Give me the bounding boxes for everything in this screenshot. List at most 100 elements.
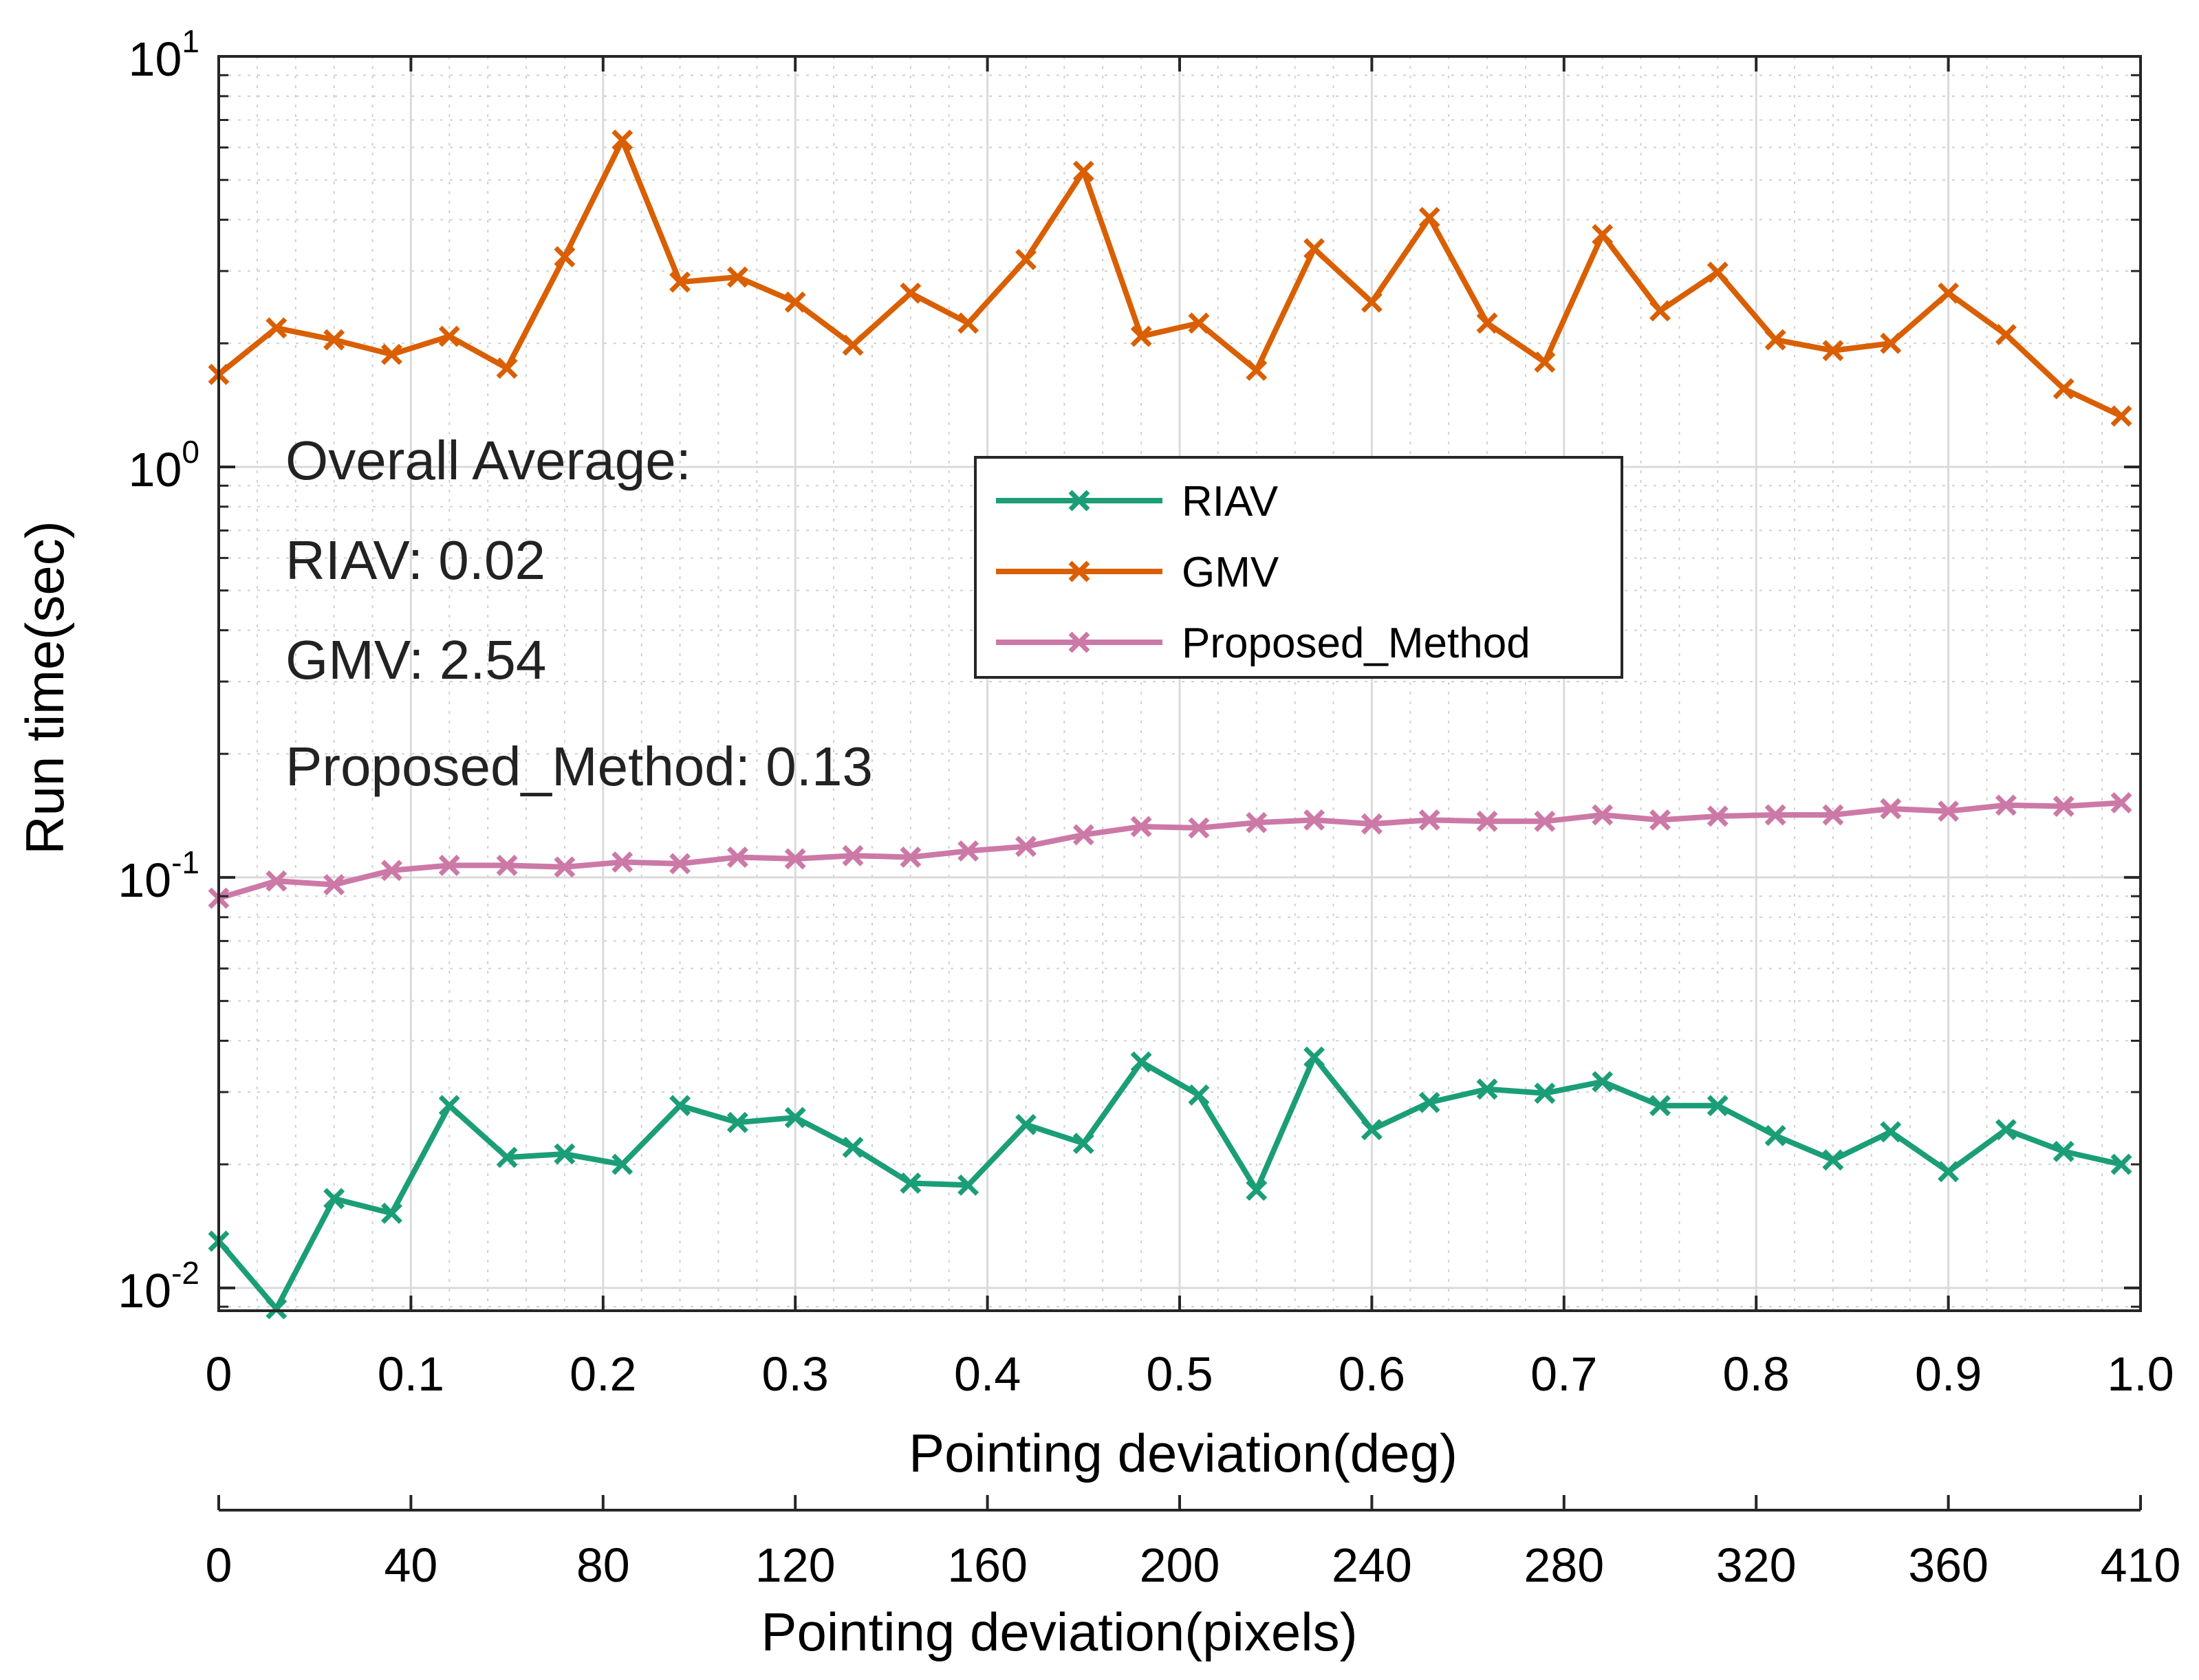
data-point <box>726 266 748 288</box>
data-point <box>1072 1133 1094 1155</box>
data-point <box>1476 1078 1498 1100</box>
y-tick-base: 10 <box>129 443 182 497</box>
x-tick-label: 0.9 <box>1915 1347 1982 1401</box>
data-point <box>1418 809 1440 831</box>
data-point <box>784 291 806 313</box>
series-line <box>216 1054 2122 1312</box>
data-point <box>438 854 460 876</box>
legend-entries: RIAV GMV Proposed_Method <box>996 478 1530 667</box>
data-point <box>1938 800 1960 822</box>
data-point <box>1649 300 1671 322</box>
data-point <box>1246 1179 1268 1201</box>
x-tick-label: 0.3 <box>762 1347 829 1401</box>
data-point <box>1418 1091 1440 1113</box>
data-point <box>842 844 864 866</box>
data-point <box>1822 804 1844 826</box>
x-tick-label: 0.4 <box>954 1347 1021 1401</box>
data-point <box>1995 324 2017 346</box>
data-point <box>900 847 922 868</box>
data-point <box>438 1095 460 1117</box>
legend-marker <box>1068 631 1090 653</box>
data-point <box>496 1146 518 1168</box>
data-point <box>957 312 979 334</box>
data-point <box>784 848 806 870</box>
data-point <box>1188 817 1210 839</box>
data-point <box>380 1202 402 1224</box>
data-point <box>323 874 345 895</box>
data-point <box>1592 804 1614 826</box>
y-tick-label: 10-2 <box>118 1255 199 1318</box>
data-point <box>2052 378 2075 400</box>
y-tick-label: 101 <box>129 23 199 86</box>
data-point <box>842 334 864 356</box>
x-tick-label: 0.1 <box>378 1347 444 1401</box>
x-tick-label: 0.8 <box>1723 1347 1790 1401</box>
data-point <box>784 1106 806 1128</box>
legend-label: GMV <box>1182 549 1279 596</box>
data-point <box>1418 206 1440 228</box>
data-point <box>1303 1046 1325 1068</box>
data-point <box>1822 1149 1844 1171</box>
data-point <box>1072 824 1094 846</box>
data-point <box>266 870 288 892</box>
data-point <box>1015 1113 1037 1135</box>
data-point <box>496 357 518 379</box>
data-point <box>1995 794 2017 816</box>
x2-tick-label: 0 <box>206 1538 232 1592</box>
data-point <box>1880 332 1902 354</box>
legend-marker <box>1068 490 1090 512</box>
data-point <box>1707 261 1729 283</box>
data-point <box>957 1174 979 1196</box>
x2-tick-label: 200 <box>1140 1538 1220 1592</box>
data-point <box>1246 811 1268 833</box>
data-point <box>611 851 633 873</box>
data-point <box>1188 312 1210 334</box>
x-tick-label: 0.5 <box>1146 1347 1213 1401</box>
data-point <box>266 317 288 339</box>
data-point <box>1880 798 1902 820</box>
data-point <box>1072 160 1094 182</box>
data-point <box>1534 1082 1556 1104</box>
series-line <box>217 800 2122 901</box>
data-point <box>1938 1161 1960 1183</box>
x-tick-label: 1.0 <box>2107 1347 2174 1401</box>
annotation-proposed: Proposed_Method: 0.13 <box>285 736 873 797</box>
legend-label: RIAV <box>1182 478 1279 525</box>
data-point <box>1015 836 1037 858</box>
data-point <box>1764 1124 1786 1146</box>
data-point <box>2110 792 2132 814</box>
x-tick-label: 0.7 <box>1530 1347 1597 1401</box>
data-point <box>323 1188 345 1210</box>
x2-tick-label: 360 <box>1908 1538 1989 1592</box>
series-proposed-method <box>208 792 2132 909</box>
x2-axis-title: Pointing deviation(pixels) <box>761 1602 1357 1662</box>
y-tick-label: 10-1 <box>118 844 199 907</box>
data-point <box>726 1111 748 1133</box>
data-point <box>726 847 748 868</box>
y-tick-exponent: -2 <box>171 1255 199 1291</box>
data-point <box>266 1298 288 1320</box>
data-point <box>380 860 402 882</box>
y-tick-base: 10 <box>118 1264 171 1318</box>
data-point <box>496 854 518 876</box>
x2-tick-label: 120 <box>755 1538 836 1592</box>
data-point <box>1938 282 1960 304</box>
data-point <box>900 1172 922 1194</box>
data-point <box>1476 810 1498 832</box>
data-point <box>669 1095 691 1117</box>
data-point <box>1130 1051 1152 1073</box>
data-point <box>323 329 345 351</box>
data-point <box>1764 329 1786 351</box>
x2-tick-label: 240 <box>1332 1538 1412 1592</box>
legend: RIAV GMV Proposed_Method <box>974 456 1623 679</box>
data-point <box>1592 1071 1614 1093</box>
data-point <box>554 246 576 268</box>
data-point <box>1995 1119 2017 1141</box>
x-axis-title: Pointing deviation(deg) <box>909 1423 1458 1483</box>
y-tick-base: 10 <box>129 32 182 86</box>
y-tick-exponent: -1 <box>171 844 199 880</box>
data-point <box>669 271 691 293</box>
x-tick-label: 0.2 <box>570 1347 636 1401</box>
data-point <box>957 840 979 862</box>
data-point <box>669 853 691 875</box>
